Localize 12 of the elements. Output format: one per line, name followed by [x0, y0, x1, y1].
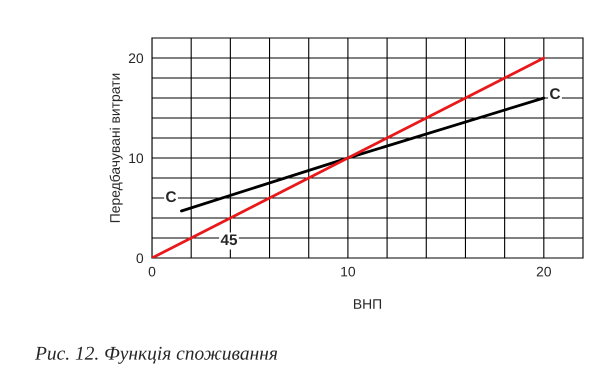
annotation: C: [166, 191, 176, 202]
x-axis-title: ВНП: [354, 299, 382, 309]
x-tick-label: 10: [341, 266, 356, 277]
x-tick-label: 20: [536, 266, 551, 277]
y-tick-label: 10: [129, 153, 144, 164]
annotation: C: [550, 88, 560, 100]
y-axis-title: Передбачувані витрати: [110, 74, 123, 222]
y-tick-label: 20: [128, 53, 144, 64]
y-tick-label: 0: [136, 253, 144, 264]
x-tick-label: 0: [148, 266, 156, 277]
text: Рис. 12. Функція споживання: [34, 346, 278, 364]
annotation: 45: [220, 234, 238, 246]
